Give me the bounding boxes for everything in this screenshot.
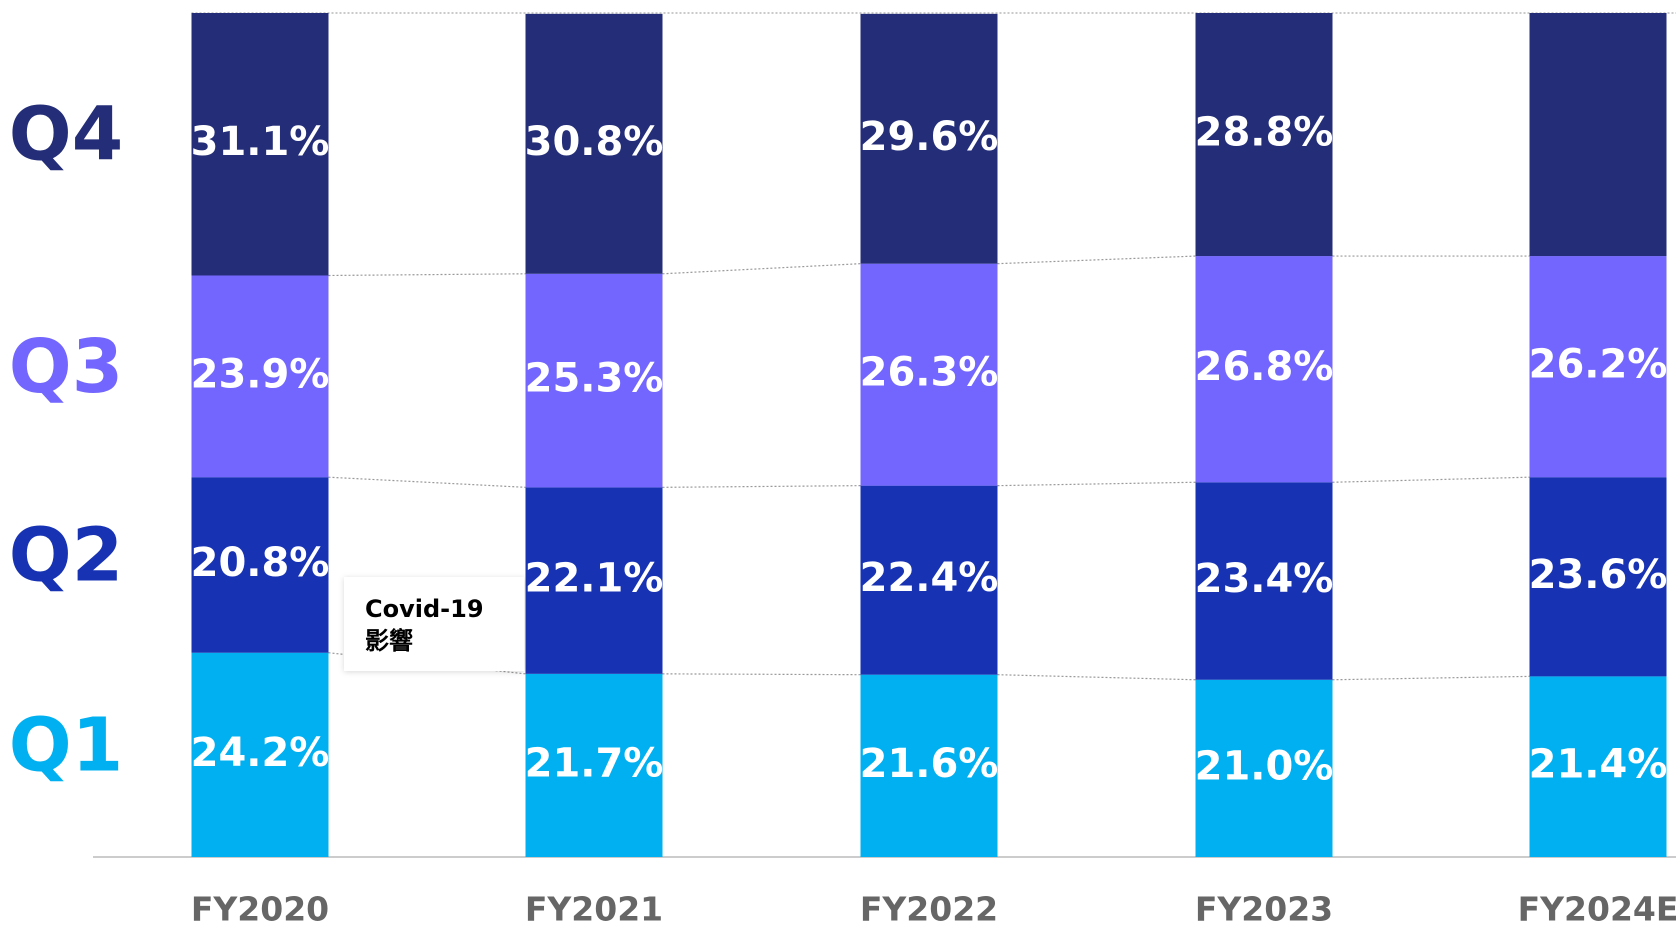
annotation-box — [344, 577, 524, 671]
legend-label: Q3 — [9, 324, 123, 410]
value-label: 21.7% — [525, 740, 664, 786]
value-label: 23.6% — [1529, 552, 1668, 598]
bar-segment — [1529, 477, 1667, 677]
bar-segment — [191, 275, 329, 478]
bar-segment — [860, 485, 998, 675]
x-tick-label: FY2021 — [525, 890, 663, 928]
connector — [997, 255, 1196, 265]
connector — [662, 263, 861, 275]
value-label: 28.8% — [1195, 110, 1334, 156]
bar-segment — [525, 13, 663, 274]
value-label: 25.3% — [525, 356, 664, 402]
value-label: 30.8% — [525, 119, 664, 165]
legend-label: Q1 — [9, 702, 123, 788]
bar-segment — [525, 673, 663, 857]
value-label: 22.1% — [525, 556, 664, 602]
bar-segment — [191, 13, 329, 276]
bar-segment — [860, 263, 998, 486]
value-label: 26.3% — [860, 350, 999, 396]
value-label: 22.4% — [860, 555, 999, 601]
value-label: 26.2% — [1529, 342, 1668, 388]
value-label: 29.6% — [860, 114, 999, 160]
bar-segment — [1195, 13, 1333, 257]
connector — [997, 674, 1196, 681]
x-tick-label: FY2022 — [860, 890, 998, 928]
value-label: 23.9% — [191, 351, 330, 397]
legend-label: Q2 — [9, 512, 123, 598]
legend-label: Q4 — [9, 92, 123, 178]
connector — [328, 273, 526, 277]
value-label: 21.0% — [1195, 743, 1334, 789]
bar-segment — [525, 273, 663, 488]
bar-segment — [860, 674, 998, 857]
value-label: 20.8% — [191, 540, 330, 586]
connector — [328, 476, 526, 488]
bar-segment — [191, 652, 329, 857]
connector — [662, 673, 861, 676]
bar-segment — [1195, 679, 1333, 857]
bar-segment — [860, 13, 998, 264]
value-label: 31.1% — [191, 119, 330, 165]
bar-segment — [1195, 482, 1333, 680]
bar-segment — [1529, 256, 1667, 478]
connector — [1332, 675, 1530, 681]
annotation-text: Covid-19 — [365, 595, 484, 623]
bar-segment — [525, 487, 663, 674]
value-label: 21.4% — [1529, 742, 1668, 788]
bar-segment — [1529, 13, 1667, 257]
value-label: 23.4% — [1195, 556, 1334, 602]
x-tick-label: FY2024E — [1518, 890, 1676, 928]
connector — [1332, 476, 1530, 483]
x-tick-label: FY2020 — [191, 890, 329, 928]
x-tick-label: FY2023 — [1195, 890, 1333, 928]
value-label: 24.2% — [191, 730, 330, 776]
bar-segment — [1529, 676, 1667, 857]
connector — [997, 481, 1196, 487]
value-label: 26.8% — [1195, 344, 1334, 390]
annotation-text: 影響 — [365, 627, 413, 655]
connector — [662, 485, 861, 488]
bar-segment — [1195, 256, 1333, 483]
bar-segment — [191, 477, 329, 653]
value-label: 21.6% — [860, 741, 999, 787]
